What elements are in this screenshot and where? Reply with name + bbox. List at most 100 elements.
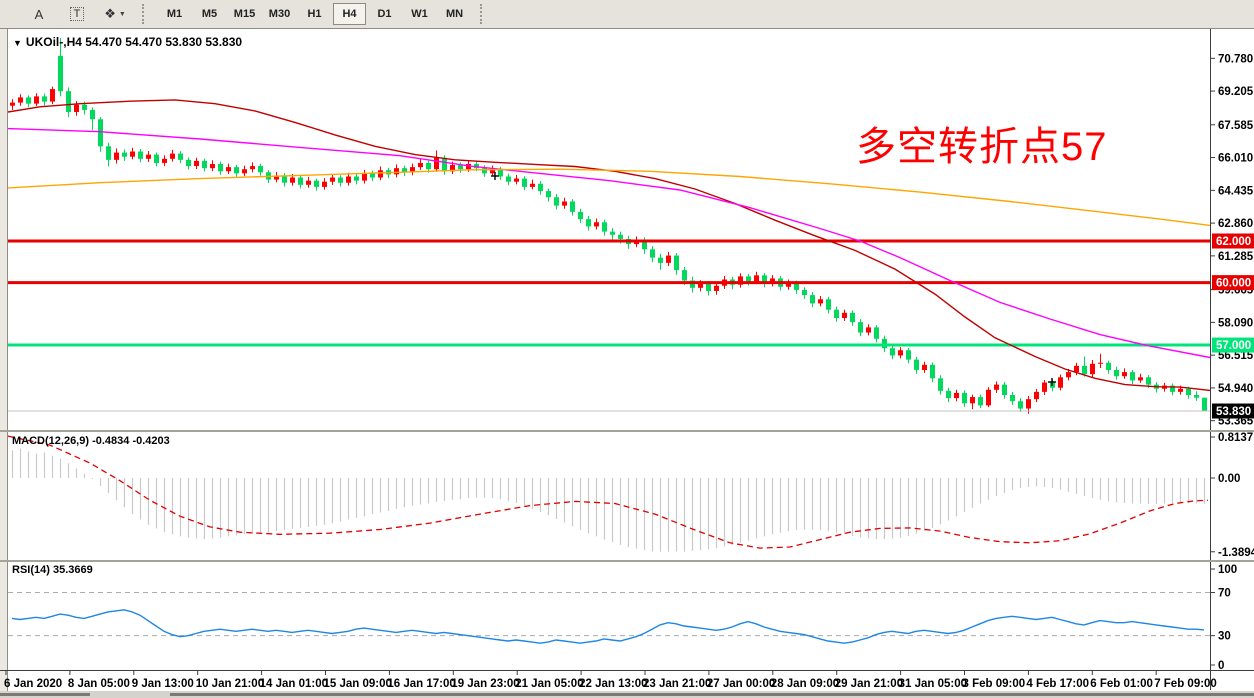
timeframe-button-h4[interactable]: H4 xyxy=(333,3,366,25)
timeframe-button-h1[interactable]: H1 xyxy=(307,8,322,20)
macd-tick-label: -1.3894 xyxy=(1218,547,1254,559)
candle-body xyxy=(786,282,791,287)
timeframe-button-m15[interactable]: M15 xyxy=(233,8,256,20)
candle-body xyxy=(810,295,815,304)
candle-body xyxy=(290,177,295,183)
time-tick-label: 23 Jan 21:00 xyxy=(643,678,711,690)
rsi-tick-label: 0 xyxy=(1218,660,1224,672)
candle-body xyxy=(250,166,255,170)
candle-body xyxy=(1114,370,1119,377)
candle-body xyxy=(538,183,543,192)
candle-body xyxy=(242,169,247,174)
time-tick-label: 29 Jan 21:00 xyxy=(835,678,903,690)
candle-body xyxy=(1026,399,1031,409)
candle-body xyxy=(1090,363,1095,375)
macd-signal-line xyxy=(7,435,1209,549)
h-scrollbar-left-segment[interactable] xyxy=(0,693,90,696)
candle-body xyxy=(1098,362,1103,364)
candle-body xyxy=(186,159,191,167)
chart-title-text: UKOil-,H4 54.470 54.470 53.830 53.830 xyxy=(25,35,243,49)
toolbar-grip[interactable] xyxy=(142,4,151,24)
candle-body xyxy=(874,327,879,339)
candle-body xyxy=(1202,397,1207,412)
candle-body xyxy=(26,97,31,104)
time-tick-label: 19 Jan 23:00 xyxy=(451,678,519,690)
timeframe-button-m1[interactable]: M1 xyxy=(166,8,183,20)
timeframe-button-w1[interactable]: W1 xyxy=(411,8,428,20)
candle-body xyxy=(162,158,167,163)
candle-body xyxy=(1042,382,1047,392)
time-tick-label: 7 Feb 09:00 xyxy=(1154,678,1217,690)
candle-body xyxy=(426,162,431,170)
time-tick-label: 31 Jan 05:00 xyxy=(899,678,967,690)
candle-body xyxy=(498,169,503,177)
toolbar: A T ❖ ▼ M1 M5 M15 M30 H1 H4 D1 W1 MN xyxy=(0,0,1254,29)
candle-body xyxy=(522,178,527,187)
chart-collapse-icon[interactable]: ▼ xyxy=(13,38,22,48)
price-tick-label: 53.365 xyxy=(1218,416,1254,428)
rsi-indicator-label: RSI(14) 35.3669 xyxy=(12,564,93,576)
chart-title: ▼ UKOil-,H4 54.470 54.470 53.830 53.830 xyxy=(13,35,242,49)
candle-body xyxy=(74,104,79,112)
candle-body xyxy=(674,255,679,271)
candle-body xyxy=(282,175,287,183)
window-left-frame xyxy=(0,29,8,698)
candle-body xyxy=(898,350,903,356)
timeframe-button-mn[interactable]: MN xyxy=(445,8,464,20)
candle-body xyxy=(90,109,95,120)
text-label-tool-button[interactable]: A xyxy=(34,6,44,22)
object-colors-button[interactable]: ❖ ▼ xyxy=(98,2,132,26)
candle-body xyxy=(930,364,935,379)
panel-separator-rsi[interactable] xyxy=(0,560,1254,562)
candle-body xyxy=(618,234,623,239)
timeframe-group: M1 M5 M15 M30 H1 H4 D1 W1 MN xyxy=(157,3,472,25)
colors-icon: ❖ xyxy=(104,6,116,21)
candle-body xyxy=(434,157,439,170)
time-tick-label: 3 Feb 09:00 xyxy=(963,678,1026,690)
rsi-tick-label: 70 xyxy=(1218,588,1231,600)
candle-body xyxy=(610,231,615,235)
candle-body xyxy=(338,177,343,183)
candle-body xyxy=(1074,365,1079,373)
candle-body xyxy=(450,165,455,172)
candle-body xyxy=(130,151,135,157)
candle-body xyxy=(10,102,15,106)
dropdown-caret-icon: ▼ xyxy=(118,10,126,18)
candle-body xyxy=(602,222,607,232)
h-scrollbar-thumb[interactable] xyxy=(170,693,1254,696)
rsi-tick-label: 30 xyxy=(1218,631,1231,643)
candle-body xyxy=(554,197,559,206)
time-tick-label: 6 Feb 01:00 xyxy=(1090,678,1153,690)
candle-body xyxy=(738,276,743,285)
candle-body xyxy=(394,168,399,175)
candle-body xyxy=(754,275,759,282)
candle-body xyxy=(330,177,335,182)
text-box-tool-button[interactable]: T xyxy=(60,2,94,26)
panel-separator-macd[interactable] xyxy=(0,430,1254,432)
price-tick-label: 58.090 xyxy=(1218,317,1253,329)
candle-body xyxy=(690,280,695,288)
ma-mid-line xyxy=(7,127,1211,359)
candle-body xyxy=(866,327,871,333)
candle-body xyxy=(658,257,663,263)
candle-body xyxy=(978,397,983,406)
timeframe-button-m5[interactable]: M5 xyxy=(201,8,218,20)
candle-body xyxy=(1106,362,1111,371)
price-tick-label: 56.515 xyxy=(1218,350,1254,362)
candle-body xyxy=(834,309,839,318)
price-badge-label: 60.000 xyxy=(1216,278,1251,290)
candle-body xyxy=(354,176,359,181)
candle-body xyxy=(850,312,855,323)
price-badge-label: 53.830 xyxy=(1216,406,1251,418)
chart-annotation-text[interactable]: 多空转折点57 xyxy=(856,125,1108,169)
chart-background xyxy=(8,30,1254,698)
timeframe-button-d1[interactable]: D1 xyxy=(377,8,392,20)
candle-body xyxy=(890,348,895,356)
candle-body xyxy=(138,151,143,159)
candle-body xyxy=(666,255,671,263)
candle-body xyxy=(1122,372,1127,377)
timeframe-button-m30[interactable]: M30 xyxy=(268,8,291,20)
candle-body xyxy=(770,278,775,284)
